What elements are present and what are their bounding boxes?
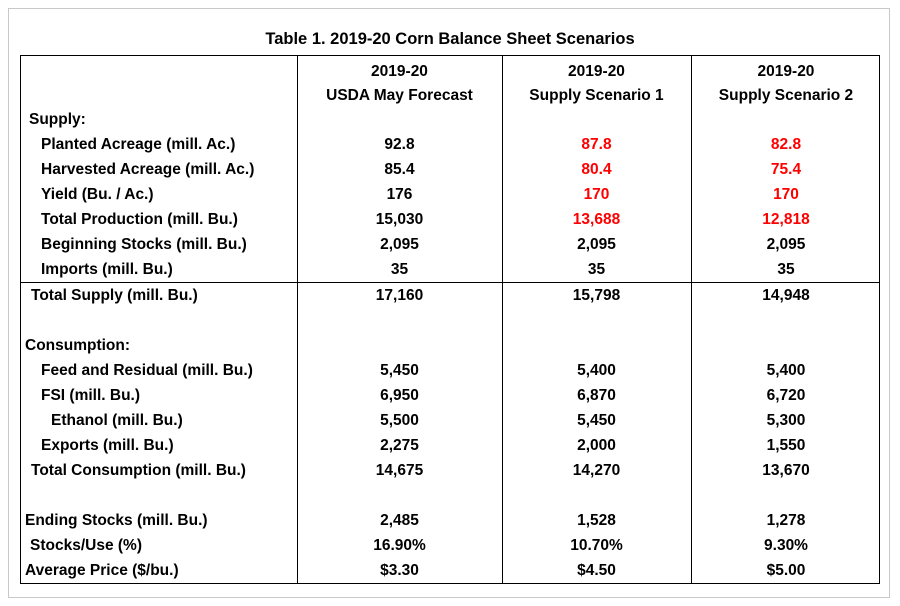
cell-scenario-2: 2,095 bbox=[766, 236, 806, 253]
cell-scenario-1: 2,000 bbox=[577, 437, 616, 454]
cell-scenario-2: 12,818 bbox=[762, 211, 810, 228]
cell-scenario-1: 14,270 bbox=[572, 462, 621, 479]
cell-scenario-2: $5.00 bbox=[766, 562, 806, 579]
cell-usda: 2,275 bbox=[380, 437, 419, 454]
cell-scenario-1: 5,400 bbox=[577, 362, 616, 379]
cell-usda: 6,950 bbox=[380, 387, 419, 404]
column-divider bbox=[502, 56, 503, 583]
cell-scenario-2: 1,278 bbox=[766, 512, 806, 529]
balance-sheet-table: 2019-20 USDA May Forecast 2019-20 Supply… bbox=[20, 55, 880, 584]
row-label: Ethanol (mill. Bu.) bbox=[51, 412, 183, 429]
row-label: Ending Stocks (mill. Bu.) bbox=[25, 512, 208, 529]
row-divider bbox=[21, 282, 879, 283]
column-header-scenario-1: Supply Scenario 1 bbox=[529, 87, 664, 104]
cell-scenario-1: 5,450 bbox=[577, 412, 616, 429]
cell-usda: 2,485 bbox=[380, 512, 419, 529]
cell-scenario-2: 35 bbox=[777, 261, 795, 278]
cell-scenario-2: 75.4 bbox=[770, 161, 802, 178]
row-label: Imports (mill. Bu.) bbox=[41, 261, 173, 278]
cell-scenario-2: 5,400 bbox=[766, 362, 806, 379]
cell-scenario-1: 87.8 bbox=[581, 136, 612, 153]
cell-scenario-1: 2,095 bbox=[577, 236, 616, 253]
cell-usda: 2,095 bbox=[380, 236, 419, 253]
cell-usda: 176 bbox=[386, 186, 413, 203]
cell-scenario-1: 1,528 bbox=[577, 512, 616, 529]
cell-usda: 85.4 bbox=[384, 161, 415, 178]
row-label: Total Consumption (mill. Bu.) bbox=[31, 462, 246, 479]
cell-scenario-1: 10.70% bbox=[570, 537, 623, 554]
column-header-year: 2019-20 bbox=[371, 63, 428, 80]
cell-scenario-2: 5,300 bbox=[766, 412, 806, 429]
section-label-consumption: Consumption: bbox=[25, 337, 131, 354]
image-frame bbox=[8, 8, 890, 598]
cell-scenario-1: 80.4 bbox=[581, 161, 612, 178]
row-label: FSI (mill. Bu.) bbox=[41, 387, 141, 404]
table-title: Table 1. 2019-20 Corn Balance Sheet Scen… bbox=[265, 30, 635, 48]
cell-scenario-2: 82.8 bbox=[770, 136, 802, 153]
row-label: Beginning Stocks (mill. Bu.) bbox=[41, 236, 247, 253]
cell-scenario-2: 170 bbox=[773, 186, 799, 203]
row-label: Feed and Residual (mill. Bu.) bbox=[41, 362, 253, 379]
cell-scenario-1: 35 bbox=[587, 261, 606, 278]
row-label: Total Supply (mill. Bu.) bbox=[31, 287, 198, 304]
row-label: Average Price ($/bu.) bbox=[25, 562, 179, 579]
cell-scenario-1: 13,688 bbox=[572, 211, 621, 228]
column-header-year: 2019-20 bbox=[757, 63, 815, 80]
cell-scenario-1: $4.50 bbox=[577, 562, 616, 579]
row-label: Planted Acreage (mill. Ac.) bbox=[41, 136, 236, 153]
cell-usda: 14,675 bbox=[375, 462, 424, 479]
cell-usda: 35 bbox=[390, 261, 409, 278]
cell-scenario-2: 14,948 bbox=[762, 287, 810, 304]
cell-usda: 5,500 bbox=[380, 412, 419, 429]
cell-usda: 5,450 bbox=[380, 362, 419, 379]
cell-scenario-1: 6,870 bbox=[577, 387, 616, 404]
row-label: Exports (mill. Bu.) bbox=[41, 437, 174, 454]
row-label: Stocks/Use (%) bbox=[30, 537, 142, 554]
cell-scenario-1: 170 bbox=[583, 186, 610, 203]
column-divider bbox=[691, 56, 692, 583]
column-header-year: 2019-20 bbox=[568, 63, 625, 80]
cell-usda: 92.8 bbox=[384, 136, 415, 153]
cell-usda: $3.30 bbox=[380, 562, 419, 579]
column-header-usda: USDA May Forecast bbox=[326, 87, 473, 104]
column-header-scenario-2: Supply Scenario 2 bbox=[718, 87, 854, 104]
cell-usda: 15,030 bbox=[375, 211, 424, 228]
cell-usda: 17,160 bbox=[375, 287, 424, 304]
cell-scenario-2: 13,670 bbox=[762, 462, 810, 479]
cell-usda: 16.90% bbox=[373, 537, 426, 554]
section-label-supply: Supply: bbox=[29, 111, 86, 128]
cell-scenario-1: 15,798 bbox=[572, 287, 621, 304]
cell-scenario-2: 9.30% bbox=[764, 537, 808, 554]
cell-scenario-2: 6,720 bbox=[766, 387, 806, 404]
row-label: Total Production (mill. Bu.) bbox=[41, 211, 238, 228]
cell-scenario-2: 1,550 bbox=[766, 437, 806, 454]
row-label: Harvested Acreage (mill. Ac.) bbox=[41, 161, 255, 178]
column-divider bbox=[297, 56, 298, 583]
row-label: Yield (Bu. / Ac.) bbox=[41, 186, 154, 203]
